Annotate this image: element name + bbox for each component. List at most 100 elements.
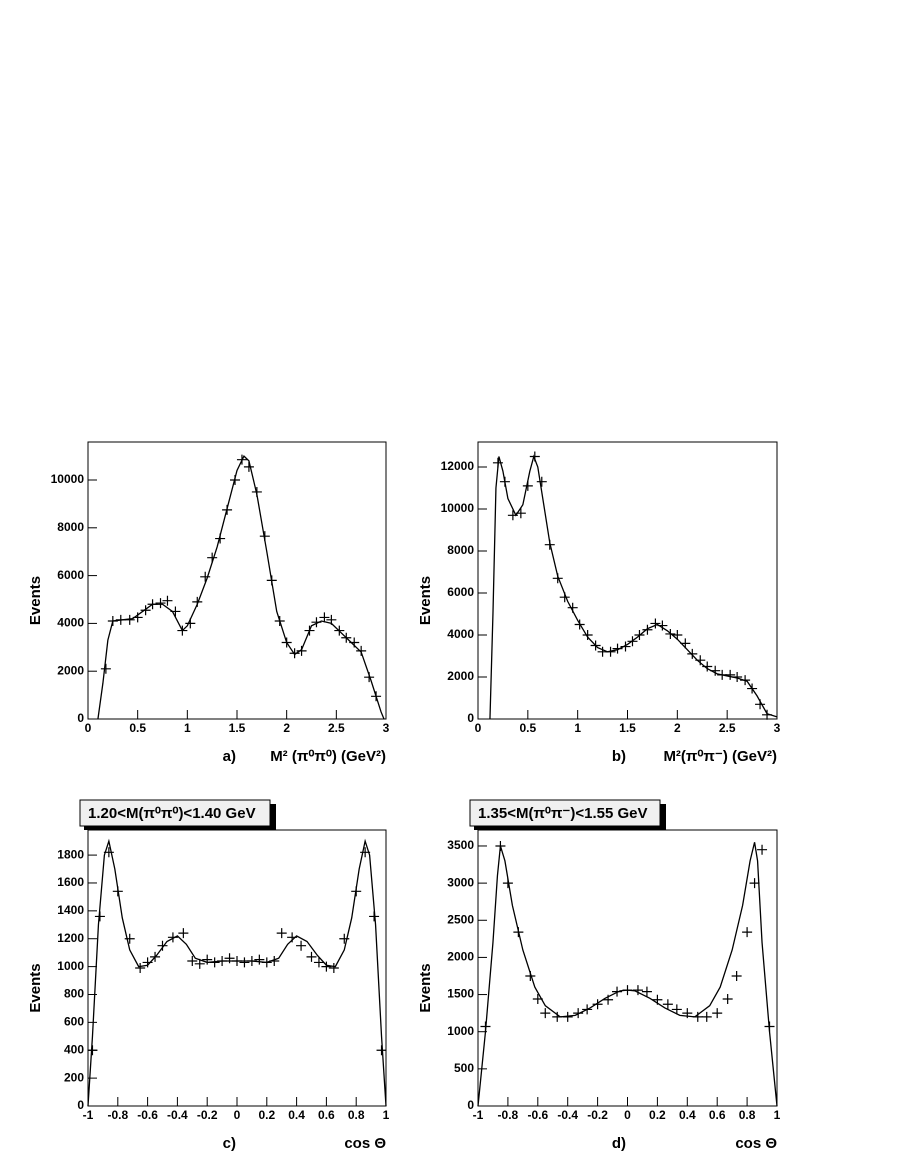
x-tick-label: -0.2 bbox=[197, 1108, 218, 1122]
y-tick-label: 12000 bbox=[441, 459, 475, 473]
data-point bbox=[731, 970, 742, 981]
data-point bbox=[725, 669, 736, 680]
data-point bbox=[356, 645, 367, 656]
data-point bbox=[254, 954, 265, 965]
data-point bbox=[100, 663, 111, 674]
data-point bbox=[722, 994, 733, 1005]
y-tick-label: 1500 bbox=[447, 987, 474, 1001]
data-point bbox=[187, 956, 198, 967]
x-tick-label: 0.6 bbox=[709, 1108, 726, 1122]
y-tick-label: 10000 bbox=[51, 472, 85, 486]
x-tick-label: 2 bbox=[674, 721, 681, 735]
y-tick-label: 6000 bbox=[57, 568, 84, 582]
y-tick-label: 0 bbox=[77, 1098, 84, 1112]
x-tick-label: 0.4 bbox=[679, 1108, 696, 1122]
data-point bbox=[328, 963, 339, 973]
x-tick-label: 0.2 bbox=[649, 1108, 666, 1122]
data-point bbox=[87, 1045, 98, 1056]
plot-frame bbox=[477, 829, 778, 1107]
y-tick-label: 6000 bbox=[447, 585, 474, 599]
x-tick-label: 3 bbox=[383, 721, 390, 735]
x-tick-label: 0 bbox=[85, 721, 92, 735]
y-axis-label: Events bbox=[27, 963, 44, 1012]
y-axis-label: Events bbox=[417, 963, 434, 1012]
x-tick-label: -0.6 bbox=[137, 1108, 158, 1122]
box-label: 1.35<M(π⁰π⁻)<1.55 GeV bbox=[478, 805, 647, 822]
fit-curve bbox=[477, 842, 778, 1107]
data-point bbox=[296, 940, 307, 951]
x-tick-label: 0.4 bbox=[288, 1108, 305, 1122]
data-point bbox=[687, 648, 698, 659]
data-point bbox=[296, 645, 307, 656]
x-tick-label: 0.8 bbox=[348, 1108, 365, 1122]
x-tick-label: 2.5 bbox=[328, 721, 345, 735]
y-tick-label: 3500 bbox=[447, 838, 474, 852]
data-point bbox=[650, 618, 661, 629]
panel-label: b) bbox=[612, 748, 626, 765]
y-tick-label: 400 bbox=[64, 1042, 84, 1056]
x-tick-label: 1 bbox=[383, 1108, 390, 1122]
data-point bbox=[202, 954, 213, 965]
data-point bbox=[167, 932, 178, 943]
data-point bbox=[540, 1008, 551, 1019]
x-tick-label: -0.6 bbox=[527, 1108, 548, 1122]
y-tick-label: 1400 bbox=[57, 903, 84, 917]
x-tick-label: -1 bbox=[473, 1108, 484, 1122]
x-tick-label: 2.5 bbox=[719, 721, 736, 735]
data-point bbox=[306, 951, 317, 962]
data-point bbox=[319, 612, 330, 623]
data-point bbox=[178, 928, 189, 939]
data-point bbox=[155, 598, 166, 609]
y-tick-label: 8000 bbox=[57, 520, 84, 534]
y-tick-label: 200 bbox=[64, 1070, 84, 1084]
data-point bbox=[749, 878, 760, 889]
y-tick-label: 1000 bbox=[447, 1024, 474, 1038]
y-tick-label: 600 bbox=[64, 1015, 84, 1029]
y-tick-label: 0 bbox=[77, 711, 84, 725]
data-point bbox=[135, 963, 146, 973]
x-tick-label: 0 bbox=[624, 1108, 631, 1122]
y-tick-label: 3000 bbox=[447, 875, 474, 889]
plot-frame bbox=[87, 441, 387, 720]
data-point bbox=[289, 648, 300, 659]
data-point bbox=[641, 986, 652, 997]
box-label: 1.20<M(π⁰π⁰)<1.40 GeV bbox=[88, 805, 256, 822]
data-point bbox=[162, 595, 173, 606]
data-point bbox=[339, 933, 350, 944]
label-box bbox=[469, 799, 661, 827]
x-tick-label: -0.8 bbox=[107, 1108, 128, 1122]
data-point bbox=[612, 986, 623, 997]
data-point bbox=[313, 957, 324, 968]
x-tick-label: 0.2 bbox=[258, 1108, 275, 1122]
y-tick-label: 500 bbox=[454, 1061, 474, 1075]
data-point bbox=[573, 1008, 584, 1019]
data-point bbox=[662, 999, 673, 1010]
x-tick-label: 0 bbox=[234, 1108, 241, 1122]
fit-curve bbox=[489, 454, 778, 720]
data-point bbox=[701, 1011, 712, 1022]
fit-curve bbox=[97, 455, 385, 720]
x-tick-label: -0.4 bbox=[167, 1108, 188, 1122]
x-tick-label: 3 bbox=[774, 721, 781, 735]
x-axis-label: cos Θ bbox=[735, 1135, 777, 1152]
x-tick-label: 0.8 bbox=[739, 1108, 756, 1122]
data-point bbox=[276, 928, 287, 939]
y-tick-label: 1000 bbox=[57, 959, 84, 973]
data-point bbox=[124, 933, 135, 944]
y-tick-label: 0 bbox=[467, 711, 474, 725]
data-point bbox=[157, 940, 168, 951]
y-tick-label: 4000 bbox=[447, 627, 474, 641]
data-point bbox=[140, 605, 151, 616]
data-point bbox=[582, 629, 593, 640]
x-tick-label: 0.6 bbox=[318, 1108, 335, 1122]
y-tick-label: 2000 bbox=[57, 663, 84, 677]
data-point bbox=[536, 476, 547, 487]
plot-frame bbox=[87, 829, 387, 1107]
y-tick-label: 8000 bbox=[447, 543, 474, 557]
y-tick-label: 1800 bbox=[57, 847, 84, 861]
x-tick-label: 1 bbox=[774, 1108, 781, 1122]
y-tick-label: 4000 bbox=[57, 616, 84, 630]
x-tick-label: 2 bbox=[283, 721, 290, 735]
